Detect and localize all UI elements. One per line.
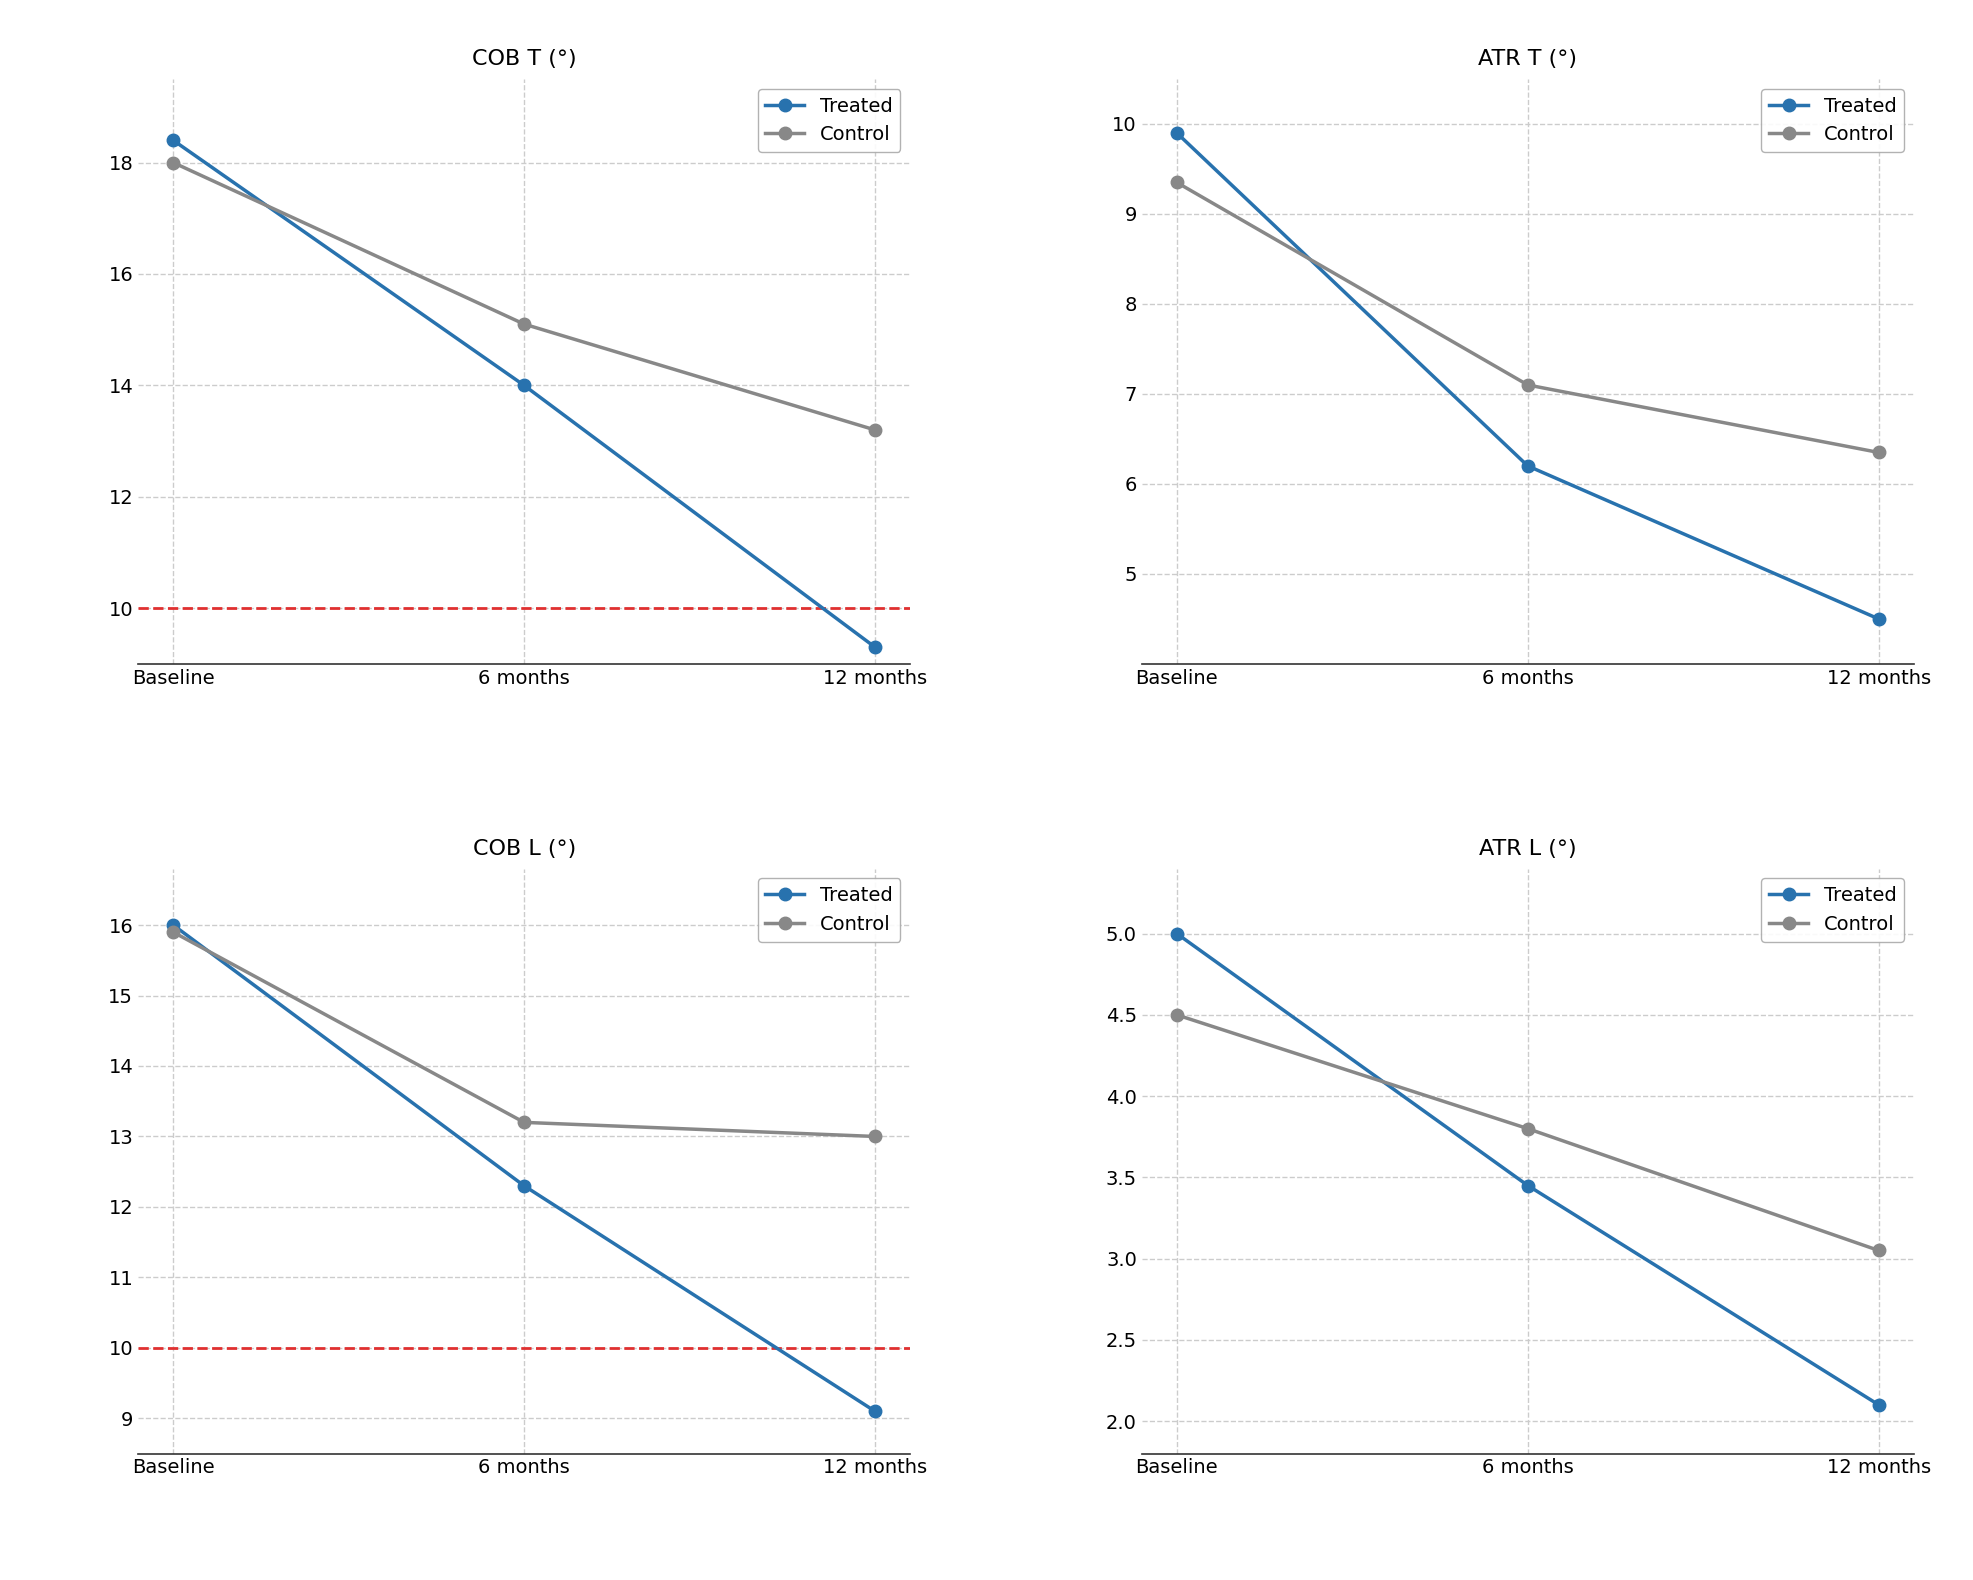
Control <box>1866 442 1890 461</box>
Treated <box>1515 1176 1539 1194</box>
Treated <box>1164 123 1188 142</box>
Title: ATR L (°): ATR L (°) <box>1480 839 1576 860</box>
Treated <box>864 1401 888 1420</box>
Control <box>162 923 185 942</box>
Line: Control: Control <box>1170 177 1884 458</box>
Legend: Treated, Control: Treated, Control <box>1762 878 1904 942</box>
Title: ATR T (°): ATR T (°) <box>1478 49 1576 70</box>
Control <box>1515 1119 1539 1138</box>
Legend: Treated, Control: Treated, Control <box>758 88 900 152</box>
Control <box>513 314 537 333</box>
Treated <box>162 131 185 150</box>
Control <box>513 1112 537 1131</box>
Title: COB T (°): COB T (°) <box>472 49 576 70</box>
Line: Control: Control <box>168 156 882 436</box>
Treated <box>1866 1395 1890 1414</box>
Treated <box>864 638 888 657</box>
Treated <box>1515 457 1539 476</box>
Control <box>1515 376 1539 395</box>
Treated <box>1164 924 1188 943</box>
Legend: Treated, Control: Treated, Control <box>1762 88 1904 152</box>
Control <box>162 153 185 172</box>
Control <box>1866 1240 1890 1259</box>
Line: Treated: Treated <box>1170 126 1884 626</box>
Title: COB L (°): COB L (°) <box>472 839 576 860</box>
Line: Treated: Treated <box>1170 927 1884 1411</box>
Treated <box>162 915 185 934</box>
Treated <box>513 1177 537 1196</box>
Control <box>864 420 888 439</box>
Line: Treated: Treated <box>168 920 882 1417</box>
Control <box>1164 172 1188 191</box>
Line: Control: Control <box>1170 1008 1884 1256</box>
Legend: Treated, Control: Treated, Control <box>758 878 900 942</box>
Treated <box>513 376 537 395</box>
Control <box>864 1127 888 1146</box>
Line: Control: Control <box>168 926 882 1142</box>
Line: Treated: Treated <box>168 134 882 654</box>
Control <box>1164 1005 1188 1024</box>
Treated <box>1866 610 1890 629</box>
